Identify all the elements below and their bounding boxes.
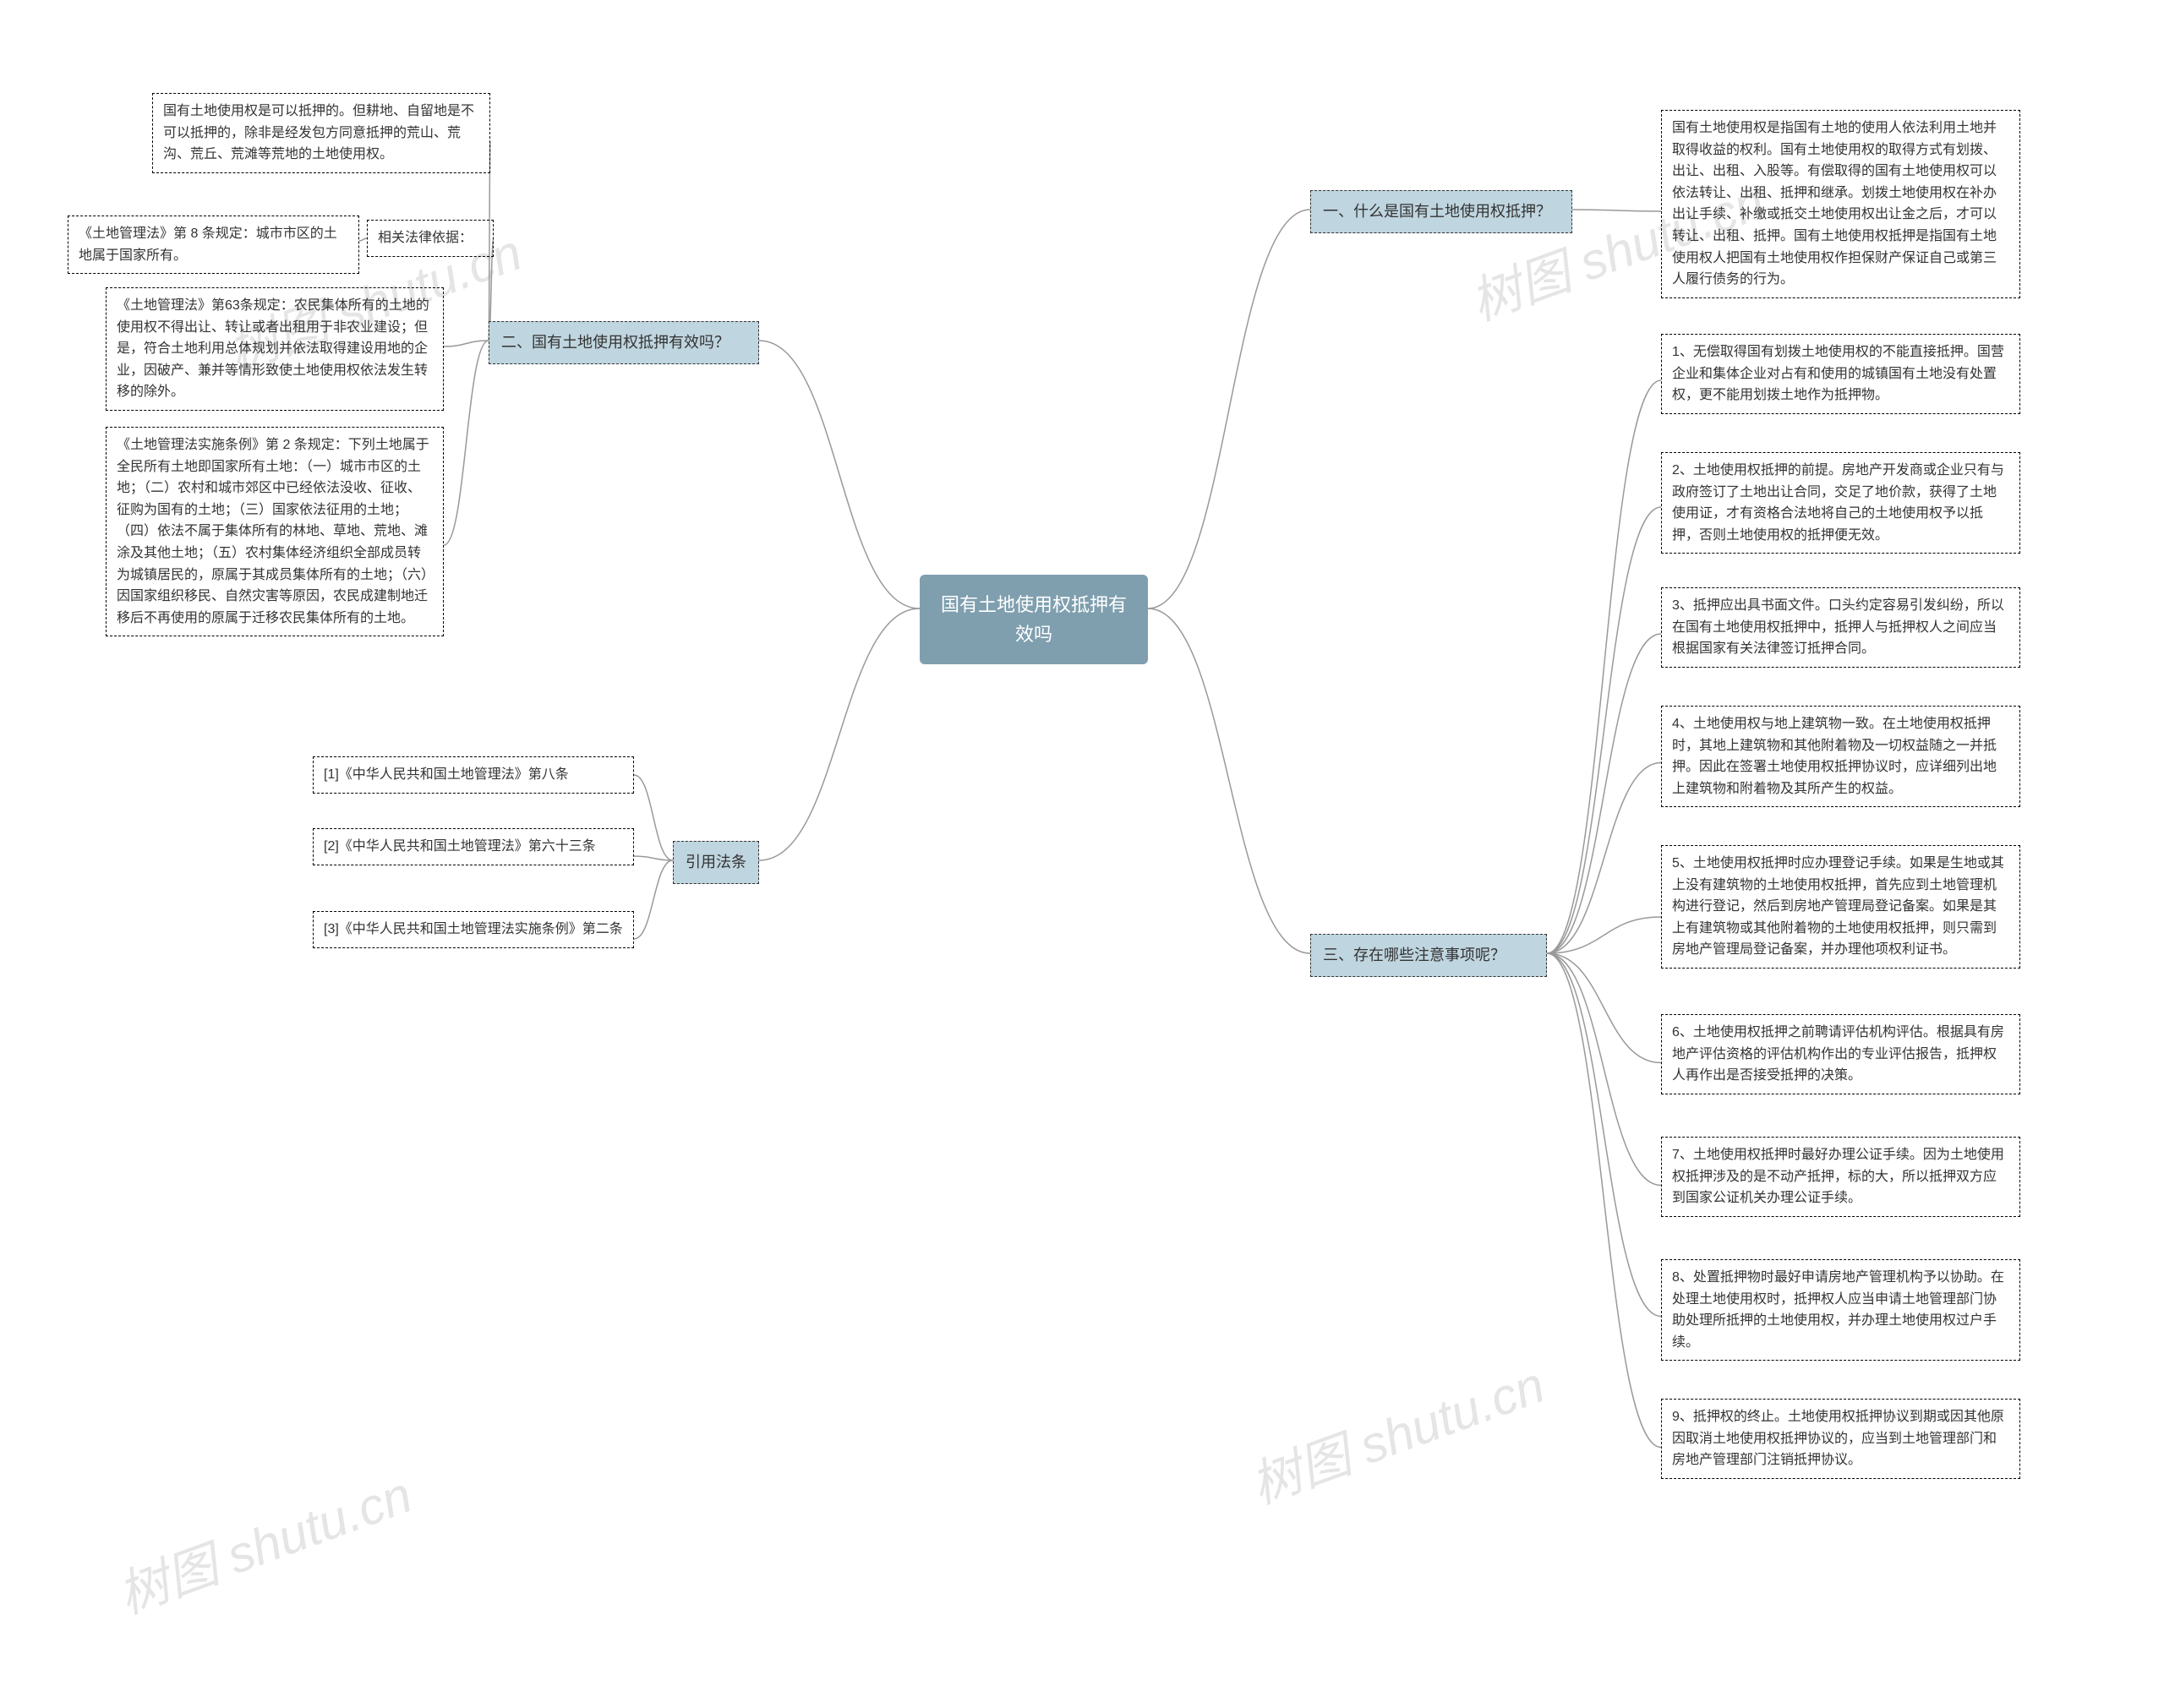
leaf-l1c: 《土地管理法》第63条规定：农民集体所有的土地的使用权不得出让、转让或者出租用于… bbox=[106, 287, 444, 411]
leaf-l2c: [3]《中华人民共和国土地管理法实施条例》第二条 bbox=[313, 911, 634, 948]
leaf-r2d: 4、土地使用权与地上建筑物一致。在土地使用权抵押时，其地上建筑物和其他附着物及一… bbox=[1661, 706, 2020, 807]
branch-l2: 引用法条 bbox=[673, 841, 759, 884]
branch-r1: 一、什么是国有土地使用权抵押？ bbox=[1310, 190, 1572, 233]
leaf-r2g: 7、土地使用权抵押时最好办理公证手续。因为土地使用权抵押涉及的是不动产抵押，标的… bbox=[1661, 1137, 2020, 1217]
leaf-l2a: [1]《中华人民共和国土地管理法》第八条 bbox=[313, 756, 634, 794]
leaf-r1a: 国有土地使用权是指国有土地的使用人依法利用土地并取得收益的权利。国有土地使用权的… bbox=[1661, 110, 2020, 298]
branch-r2: 三、存在哪些注意事项呢？ bbox=[1310, 934, 1547, 977]
watermark: 树图 shutu.cn bbox=[1239, 1344, 1553, 1518]
leaf-r2f: 6、土地使用权抵押之前聘请评估机构评估。根据具有房地产评估资格的评估机构作出的专… bbox=[1661, 1014, 2020, 1094]
leaf-l1b: 《土地管理法》第 8 条规定：城市市区的土地属于国家所有。 bbox=[68, 216, 359, 274]
leaf-r2a: 1、无偿取得国有划拨土地使用权的不能直接抵押。国营企业和集体企业对占有和使用的城… bbox=[1661, 334, 2020, 414]
root-node: 国有土地使用权抵押有效吗 bbox=[920, 575, 1148, 664]
leaf-r2e: 5、土地使用权抵押时应办理登记手续。如果是生地或其上没有建筑物的土地使用权抵押，… bbox=[1661, 845, 2020, 969]
leaf-r2b: 2、土地使用权抵押的前提。房地产开发商或企业只有与政府签订了土地出让合同，交足了… bbox=[1661, 452, 2020, 554]
branch-l1sub: 相关法律依据： bbox=[367, 220, 494, 257]
leaf-l1d: 《土地管理法实施条例》第 2 条规定：下列土地属于全民所有土地即国家所有土地：（… bbox=[106, 427, 444, 636]
leaf-r2h: 8、处置抵押物时最好申请房地产管理机构予以协助。在处理土地使用权时，抵押权人应当… bbox=[1661, 1259, 2020, 1361]
leaf-r2c: 3、抵押应出具书面文件。口头约定容易引发纠纷，所以在国有土地使用权抵押中，抵押人… bbox=[1661, 587, 2020, 668]
leaf-r2i: 9、抵押权的终止。土地使用权抵押协议到期或因其他原因取消土地使用权抵押协议的，应… bbox=[1661, 1399, 2020, 1479]
branch-l1: 二、国有土地使用权抵押有效吗？ bbox=[489, 321, 759, 364]
watermark: 树图 shutu.cn bbox=[107, 1454, 420, 1628]
leaf-l1a: 国有土地使用权是可以抵押的。但耕地、自留地是不可以抵押的，除非是经发包方同意抵押… bbox=[152, 93, 490, 173]
leaf-l2b: [2]《中华人民共和国土地管理法》第六十三条 bbox=[313, 828, 634, 865]
